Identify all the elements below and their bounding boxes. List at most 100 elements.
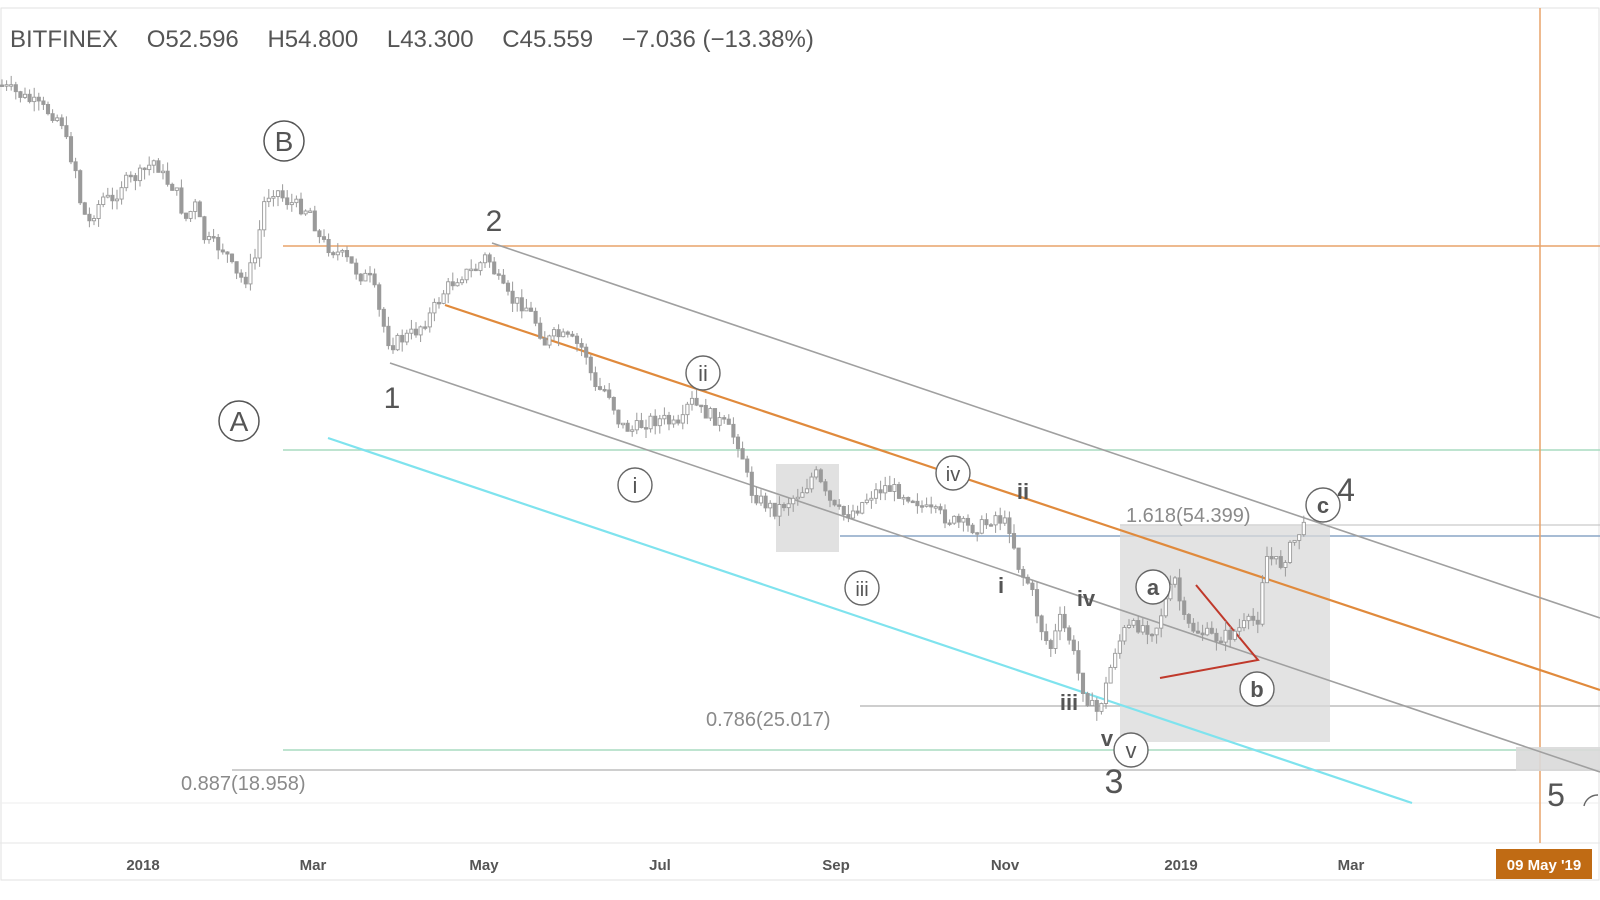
cyan-channel-line bbox=[327, 436, 1413, 805]
candle-body-94 bbox=[432, 301, 437, 314]
ohlc-header: BITFINEX O52.596 H54.800 L43.300 C45.559… bbox=[10, 26, 836, 54]
candle-body-123 bbox=[565, 331, 570, 335]
channel-lower bbox=[389, 362, 1600, 773]
candle-body-7 bbox=[32, 96, 37, 103]
candle-body-116 bbox=[533, 310, 538, 324]
candle-body-61 bbox=[280, 190, 285, 199]
candle-body-135 bbox=[620, 422, 626, 426]
low-value: L43.300 bbox=[386, 26, 474, 53]
wave-i-plain: i bbox=[998, 573, 1004, 598]
candle-body-76 bbox=[349, 256, 354, 264]
fib-887-label: 0.887(18.958) bbox=[181, 773, 306, 795]
wave-v-circled: v bbox=[1126, 738, 1137, 763]
candle-body-144 bbox=[662, 414, 667, 420]
candle-body-222 bbox=[1021, 568, 1026, 578]
candle-body-99 bbox=[455, 282, 460, 287]
wave-iv-circled: iv bbox=[946, 464, 960, 486]
wave-ii-circled: ii bbox=[698, 361, 708, 386]
candle-body-155 bbox=[712, 408, 718, 426]
candle-body-98 bbox=[450, 281, 455, 287]
candle-body-141 bbox=[648, 415, 653, 430]
wave-iii-plain: iii bbox=[1060, 690, 1078, 715]
candle-body-159 bbox=[731, 423, 736, 438]
x-tick-mar-2019: Mar bbox=[1338, 857, 1365, 874]
candle-body-241 bbox=[1108, 666, 1113, 684]
wave-b-circle bbox=[1239, 671, 1275, 707]
triangle-pattern bbox=[1159, 584, 1260, 679]
candle-body-280 bbox=[1287, 541, 1293, 563]
candle-body-117 bbox=[538, 322, 543, 339]
candle-body-195 bbox=[896, 484, 902, 499]
candle-body-165 bbox=[758, 495, 764, 504]
x-tick-may: May bbox=[469, 857, 499, 874]
candle-body-277 bbox=[1274, 556, 1279, 560]
candle-body-75 bbox=[344, 250, 350, 258]
wave-1-label: 1 bbox=[384, 382, 401, 415]
wave-A-circle bbox=[218, 400, 260, 442]
candle-body-191 bbox=[878, 489, 883, 494]
candle-body-176 bbox=[809, 476, 814, 490]
open-value: O52.596 bbox=[146, 26, 239, 53]
candle-body-139 bbox=[639, 420, 644, 429]
candle-body-240 bbox=[1103, 682, 1109, 704]
candle-body-103 bbox=[473, 268, 478, 272]
candle-body-26 bbox=[119, 187, 124, 200]
candle-body-72 bbox=[331, 252, 336, 256]
candle-body-201 bbox=[924, 504, 929, 507]
candle-body-224 bbox=[1030, 582, 1035, 591]
candle-body-138 bbox=[634, 420, 639, 431]
candle-body-24 bbox=[110, 194, 115, 202]
candle-body-89 bbox=[409, 328, 414, 334]
crosshair-date-label: 09 May '19 bbox=[1507, 857, 1581, 874]
wave-a-label: a bbox=[1147, 575, 1160, 600]
change-value: −7.036 (−13.38%) bbox=[621, 26, 814, 53]
candle-body-237 bbox=[1090, 699, 1095, 707]
candle-body-154 bbox=[708, 408, 713, 419]
candle-body-32 bbox=[147, 164, 152, 171]
candle-body-69 bbox=[317, 230, 322, 238]
candle-body-28 bbox=[128, 174, 133, 178]
candle-body-169 bbox=[777, 504, 782, 517]
candle-body-194 bbox=[892, 484, 897, 492]
candle-body-190 bbox=[873, 489, 879, 499]
candle-body-227 bbox=[1044, 631, 1049, 642]
candle-body-110 bbox=[505, 282, 511, 292]
candle-body-180 bbox=[827, 490, 833, 501]
chart-frame bbox=[0, 7, 1600, 881]
candle-body-206 bbox=[947, 522, 952, 525]
candle-body-53 bbox=[243, 276, 248, 285]
candle-body-51 bbox=[234, 261, 239, 274]
candle-body-231 bbox=[1062, 613, 1067, 629]
candle-body-238 bbox=[1094, 699, 1099, 712]
candle-body-52 bbox=[239, 272, 244, 278]
candle-body-87 bbox=[400, 334, 405, 343]
candle-body-283 bbox=[1301, 521, 1306, 536]
candle-body-84 bbox=[386, 325, 391, 347]
candle-body-20 bbox=[91, 218, 97, 222]
candle-body-122 bbox=[561, 331, 566, 338]
candle-body-251 bbox=[1154, 627, 1159, 636]
x-tick-2019: 2019 bbox=[1164, 857, 1197, 874]
candle-body-86 bbox=[395, 334, 400, 351]
candle-body-166 bbox=[763, 495, 768, 509]
candle-body-247 bbox=[1136, 620, 1141, 633]
wave-ii-plain: ii bbox=[1017, 479, 1029, 504]
x-tick-mar: Mar bbox=[300, 857, 327, 874]
candle-body-267 bbox=[1228, 629, 1233, 640]
candle-body-45 bbox=[206, 236, 212, 241]
consolidation-box bbox=[776, 464, 839, 552]
candle-body-198 bbox=[910, 500, 915, 504]
candle-body-279 bbox=[1283, 562, 1288, 568]
candle-body-108 bbox=[496, 273, 501, 276]
candle-body-266 bbox=[1223, 629, 1228, 643]
wave-5-label: 5 bbox=[1547, 777, 1565, 813]
candle-body-164 bbox=[754, 494, 759, 504]
candle-body-112 bbox=[515, 297, 520, 304]
candle-body-259 bbox=[1191, 622, 1196, 632]
candle-body-115 bbox=[528, 307, 534, 312]
candle-body-230 bbox=[1057, 613, 1063, 632]
x-tick-jul: Jul bbox=[649, 857, 671, 874]
candle-body-62 bbox=[285, 197, 290, 206]
